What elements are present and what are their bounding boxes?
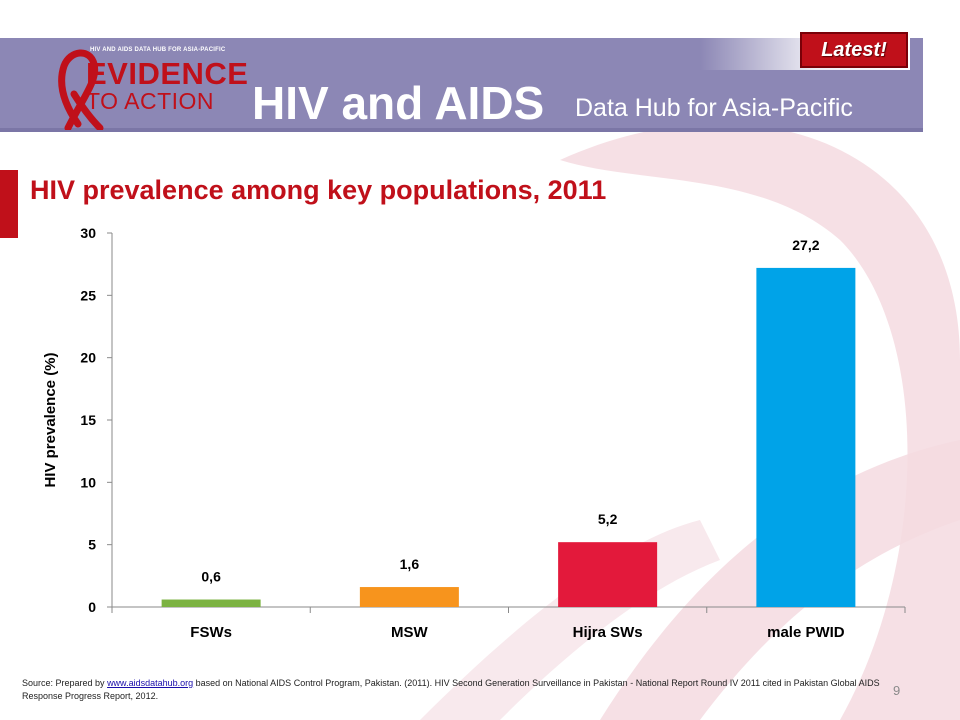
y-tick-label: 15 <box>80 412 96 428</box>
data-label: 1,6 <box>400 556 420 572</box>
slide-heading: HIV prevalence among key populations, 20… <box>30 175 607 205</box>
y-tick-label: 10 <box>80 474 96 490</box>
x-category-label: MSW <box>391 624 429 641</box>
y-tick-label: 25 <box>80 287 96 303</box>
y-tick-label: 5 <box>88 537 96 553</box>
y-axis-title: HIV prevalence (%) <box>42 352 59 487</box>
x-category-label: male PWID <box>767 624 845 641</box>
source-details: based on National AIDS Control Program, … <box>22 678 880 701</box>
red-ribbon-logo-icon <box>58 49 104 130</box>
page-number: 9 <box>893 683 901 698</box>
header-title: HIV and AIDS <box>252 77 545 129</box>
data-label: 5,2 <box>598 511 618 527</box>
data-label: 27,2 <box>792 237 819 253</box>
y-tick-label: 0 <box>88 599 96 615</box>
data-label: 0,6 <box>201 569 221 585</box>
logo-to-action-text: TO ACTION <box>86 88 215 114</box>
x-category-label: Hijra SWs <box>573 624 643 641</box>
header-subtitle: Data Hub for Asia-Pacific <box>575 94 853 122</box>
logo-tagline: HIV AND AIDS DATA HUB FOR ASIA-PACIFIC <box>90 47 226 53</box>
x-category-label: FSWs <box>190 624 232 641</box>
bar-msw <box>359 587 459 607</box>
latest-badge: Latest! <box>800 32 908 68</box>
chart-bars <box>161 267 856 607</box>
bar-hijra-sws <box>558 542 658 607</box>
logo-evidence-text: EVIDENCE <box>86 56 249 91</box>
chart-labels: 0 5 10 15 20 25 30 HIV prevalence (%) 0,6 FSWs 1,6… <box>42 225 845 641</box>
source-link[interactable]: www.aidsdatahub.org <box>107 678 194 688</box>
bar-fsws <box>161 599 261 607</box>
header-banner-edge <box>0 128 923 132</box>
y-tick-label: 30 <box>80 225 96 241</box>
y-tick-label: 20 <box>80 350 96 366</box>
heading-accent-bar <box>0 170 18 238</box>
source-note: Source: Prepared by www.aidsdatahub.org … <box>22 677 884 703</box>
bar-male-pwid <box>756 267 856 607</box>
source-prefix: Source: Prepared by <box>22 678 108 688</box>
